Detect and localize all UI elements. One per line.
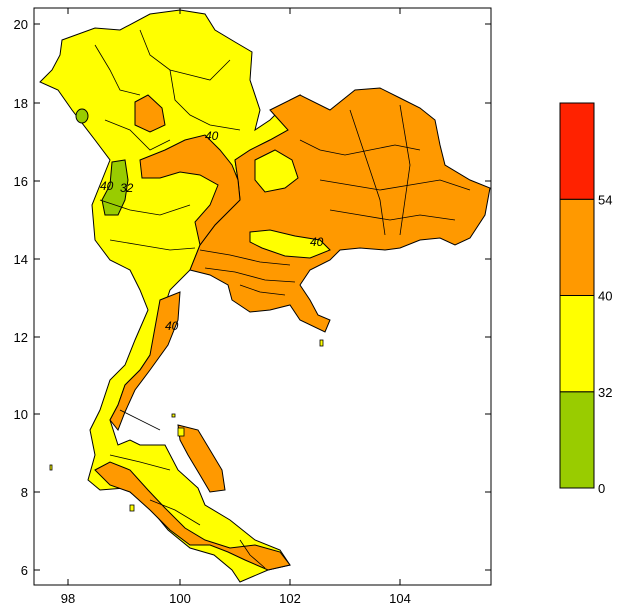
land-mid-pocket-east [254, 149, 299, 193]
land-mid-pocket-center [249, 229, 331, 259]
x-tick-label: 100 [169, 591, 191, 606]
islands [49, 339, 324, 512]
land-high-zone-north [134, 94, 166, 133]
y-tick-label: 6 [21, 563, 28, 578]
land-high-zone-south [109, 291, 181, 431]
y-tick-label: 16 [14, 174, 28, 189]
contour-label: 40 [310, 235, 324, 249]
land-high-zone-east-coast [177, 424, 226, 493]
contour-label: 40 [165, 319, 179, 333]
contour-label: 32 [120, 181, 134, 195]
land-high-zone-far-south [94, 461, 291, 571]
y-axis: 20 18 16 14 12 10 8 6 [14, 17, 491, 578]
land-mid-zone [39, 9, 301, 583]
legend-bin [559, 391, 595, 489]
x-axis: 98 100 102 104 [61, 8, 411, 606]
y-tick-label: 12 [14, 330, 28, 345]
legend-label: 54 [598, 192, 612, 207]
legend-bin [559, 102, 595, 200]
contour-label: 40 [205, 129, 219, 143]
x-tick-label: 104 [389, 591, 411, 606]
legend-label: 40 [598, 289, 612, 304]
legend-bin [559, 295, 595, 393]
y-tick-label: 14 [14, 252, 28, 267]
land-low-zone-west [101, 159, 129, 216]
y-tick-label: 20 [14, 17, 28, 32]
land-high-zone-west [139, 134, 241, 247]
legend-label: 0 [598, 481, 605, 496]
legend-colorbar: 0 32 40 54 [559, 102, 612, 496]
land-low-zone-northwest [75, 108, 89, 124]
y-tick-label: 10 [14, 407, 28, 422]
x-tick-label: 98 [61, 591, 75, 606]
x-tick-label: 102 [279, 591, 301, 606]
legend-bin [559, 198, 595, 296]
province-boundaries [94, 29, 471, 569]
y-tick-label: 18 [14, 96, 28, 111]
legend-label: 32 [598, 385, 612, 400]
contour-label: 40 [100, 179, 114, 193]
land-layer [39, 9, 491, 583]
y-tick-label: 8 [21, 485, 28, 500]
contour-labels: 40 40 40 40 32 [100, 129, 324, 333]
